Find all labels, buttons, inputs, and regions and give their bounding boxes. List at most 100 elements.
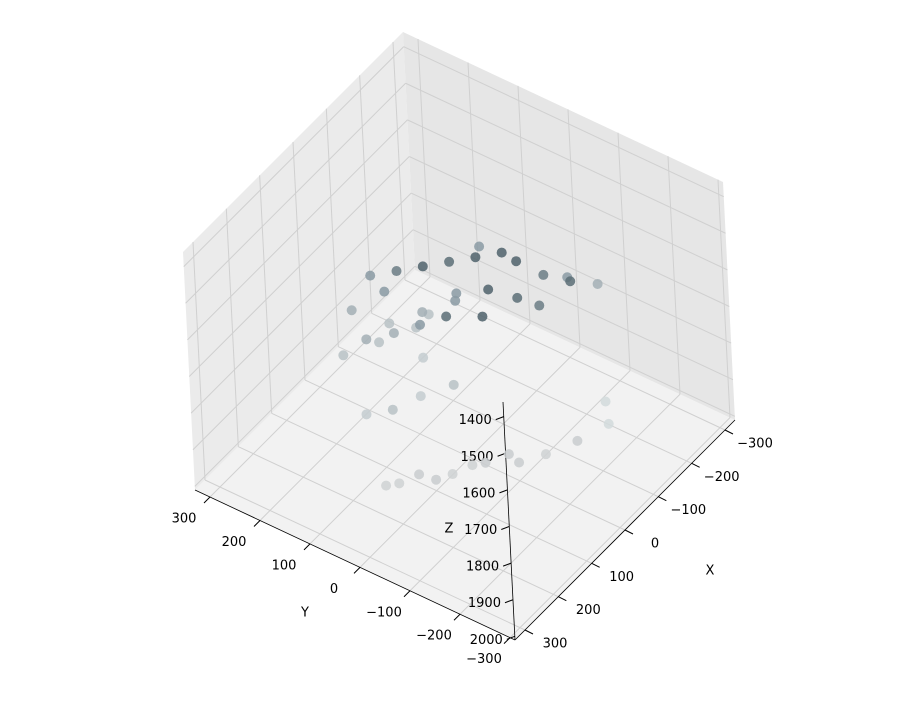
x-tick-label: 200 xyxy=(576,603,601,618)
z-axis-line xyxy=(502,401,516,641)
x-tick-label: −200 xyxy=(704,470,740,485)
y-tick-label: 100 xyxy=(272,558,297,573)
z-tick-label: 1600 xyxy=(462,486,495,501)
point xyxy=(474,241,485,252)
x-tick-label: 100 xyxy=(609,570,634,585)
grid-line xyxy=(371,312,692,464)
y-tick-label: −300 xyxy=(466,652,502,667)
tick-mark xyxy=(353,566,361,574)
grid-line xyxy=(187,119,408,341)
point xyxy=(379,286,390,297)
grid-line xyxy=(192,229,414,451)
y-tick-label: 0 xyxy=(330,582,338,597)
point xyxy=(565,276,576,287)
point xyxy=(603,418,614,429)
point xyxy=(414,469,425,480)
grid-line xyxy=(259,300,481,521)
point xyxy=(365,270,376,281)
grid-line xyxy=(567,109,581,348)
grid-line xyxy=(185,82,406,304)
grid-line xyxy=(517,85,531,324)
tick-mark xyxy=(524,629,534,635)
z-tick-label: 1800 xyxy=(466,560,499,575)
z-tick-label: 1900 xyxy=(468,596,501,611)
y-tick-label: −200 xyxy=(416,629,452,644)
point xyxy=(415,391,426,402)
point xyxy=(361,409,372,420)
grid-line xyxy=(409,156,730,307)
point xyxy=(394,478,405,489)
tick-mark xyxy=(303,543,311,551)
grid-line xyxy=(183,46,405,267)
z-tick-label: 1400 xyxy=(459,413,492,428)
point xyxy=(467,460,478,471)
point xyxy=(592,278,603,289)
right-pane xyxy=(403,32,735,420)
point xyxy=(384,318,395,329)
point xyxy=(391,266,402,277)
grid-line xyxy=(190,192,412,414)
point xyxy=(511,256,522,267)
point xyxy=(534,300,545,311)
tick-mark xyxy=(501,526,510,530)
point xyxy=(540,449,551,460)
grid-line xyxy=(271,412,592,564)
point xyxy=(338,350,349,361)
grid-line xyxy=(414,265,736,417)
point xyxy=(388,328,399,339)
point xyxy=(477,311,488,322)
point xyxy=(470,252,481,263)
tick-mark xyxy=(658,496,667,502)
grid-line xyxy=(188,156,410,377)
tick-mark xyxy=(591,562,600,568)
tick-mark xyxy=(253,520,261,527)
grid-line xyxy=(717,179,731,418)
point xyxy=(418,352,429,363)
grid-line xyxy=(338,346,659,498)
tick-mark xyxy=(495,416,504,421)
grid-line xyxy=(359,346,581,568)
point xyxy=(361,334,372,345)
grid-line xyxy=(509,417,731,639)
y-axis-line xyxy=(194,489,516,641)
grid-line xyxy=(617,132,631,371)
z-tick-label: 1700 xyxy=(464,523,497,538)
point xyxy=(441,311,452,322)
y-axis-label: Y xyxy=(300,606,309,621)
point xyxy=(448,379,459,390)
point xyxy=(374,337,385,348)
point xyxy=(512,292,523,303)
point xyxy=(417,307,428,318)
grid-line xyxy=(238,446,559,598)
grid-line xyxy=(412,229,734,381)
x-tick-label: 300 xyxy=(543,637,568,652)
point xyxy=(346,305,357,316)
point xyxy=(514,457,525,468)
x-tick-label: −300 xyxy=(737,437,773,452)
tick-mark xyxy=(504,599,514,604)
x-tick-label: −100 xyxy=(670,503,706,518)
grid-line xyxy=(304,379,626,531)
grid-line xyxy=(405,82,726,234)
grid-line xyxy=(194,265,416,487)
tick-mark xyxy=(403,590,411,598)
y-tick-label: 300 xyxy=(172,512,197,527)
grid-line xyxy=(309,323,531,545)
x-axis-line xyxy=(514,419,736,641)
point xyxy=(417,261,428,272)
z-axis-label: Z xyxy=(445,522,454,537)
y-tick-label: −100 xyxy=(366,605,402,620)
grid-line xyxy=(407,119,728,271)
tick-mark xyxy=(499,489,508,494)
grid-line xyxy=(409,370,631,592)
point xyxy=(572,435,583,446)
point xyxy=(480,457,491,468)
point xyxy=(450,295,461,306)
point xyxy=(538,269,549,280)
grid-line xyxy=(209,276,431,498)
tick-mark xyxy=(691,462,700,468)
grid-line xyxy=(459,393,681,615)
point xyxy=(503,449,514,460)
tick-mark xyxy=(203,496,211,504)
